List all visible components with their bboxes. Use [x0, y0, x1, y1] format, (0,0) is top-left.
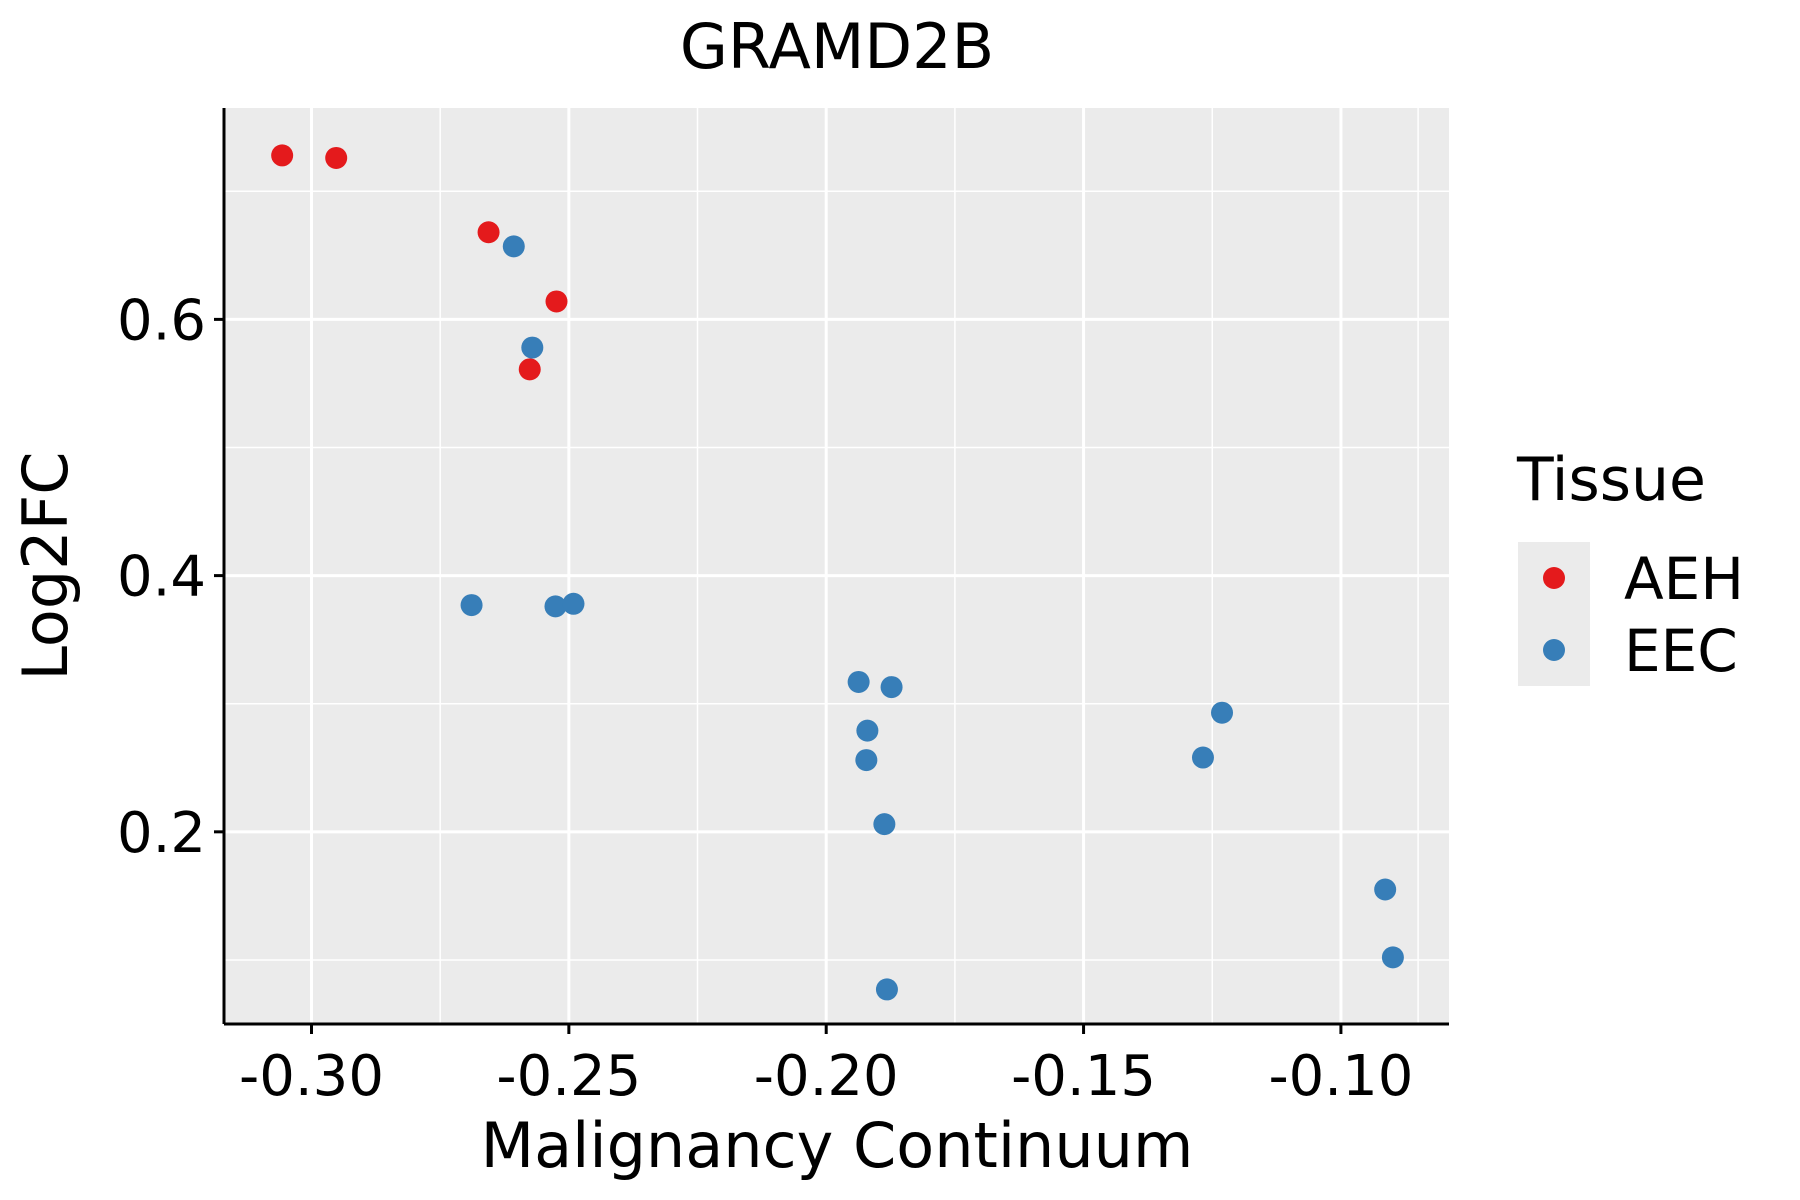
x-axis-ticks: -0.30 -0.25 -0.20 -0.15 -0.10	[239, 1024, 1413, 1109]
data-point-aeh	[271, 144, 294, 167]
legend-key-aeh	[1543, 567, 1565, 589]
plot-panel	[224, 108, 1449, 1024]
data-point-eec	[1374, 878, 1397, 901]
data-point-eec	[544, 595, 567, 618]
data-point-eec	[873, 813, 896, 836]
data-point-eec	[502, 235, 525, 258]
legend-label-eec: EEC	[1624, 617, 1738, 685]
data-point-eec	[856, 719, 879, 742]
x-tick-label: -0.10	[1268, 1044, 1413, 1109]
legend-label-aeh: AEH	[1624, 545, 1744, 613]
y-axis-ticks: 0.2 0.4 0.6	[117, 288, 224, 866]
data-point-eec	[1211, 701, 1234, 724]
legend-key-background	[1518, 542, 1590, 686]
data-point-eec	[875, 978, 898, 1001]
data-point-aeh	[325, 146, 348, 169]
x-tick-label: -0.15	[1011, 1044, 1156, 1109]
data-point-eec	[847, 670, 870, 693]
data-point-eec	[562, 592, 585, 615]
data-points	[271, 144, 1404, 1001]
data-point-eec	[880, 676, 903, 699]
data-point-eec	[1381, 946, 1404, 969]
x-tick-label: -0.30	[239, 1044, 384, 1109]
legend-title: Tissue	[1516, 445, 1706, 515]
data-point-eec	[521, 336, 544, 359]
data-point-aeh	[518, 358, 541, 381]
y-tick-label: 0.2	[117, 801, 206, 866]
legend-key-eec	[1543, 639, 1565, 661]
data-point-aeh	[545, 290, 568, 313]
y-axis-label: Log2FC	[9, 451, 82, 680]
y-tick-label: 0.4	[117, 545, 206, 610]
chart-title: GRAMD2B	[680, 10, 994, 83]
data-point-eec	[460, 594, 483, 617]
y-tick-label: 0.6	[117, 288, 206, 353]
data-point-aeh	[477, 221, 500, 244]
x-tick-label: -0.20	[754, 1044, 899, 1109]
minor-gridlines	[224, 108, 1449, 1024]
major-gridlines	[224, 108, 1449, 1024]
data-point-eec	[855, 749, 878, 772]
data-point-eec	[1191, 746, 1214, 769]
x-tick-label: -0.25	[496, 1044, 641, 1109]
x-axis-label: Malignancy Continuum	[481, 1109, 1194, 1182]
